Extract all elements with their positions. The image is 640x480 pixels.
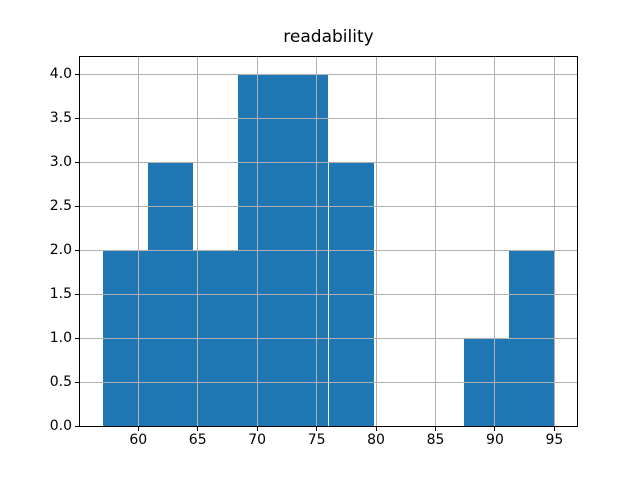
y-tick-label: 3.5 bbox=[49, 110, 72, 126]
x-tick-mark bbox=[197, 427, 199, 431]
x-tick-label: 60 bbox=[129, 432, 148, 448]
gridline-vertical bbox=[316, 57, 318, 426]
y-tick-mark bbox=[75, 161, 79, 163]
y-tick-label: 2.5 bbox=[49, 197, 72, 214]
gridline-horizontal bbox=[80, 381, 577, 383]
y-tick-mark bbox=[75, 425, 79, 427]
y-tick-label: 4.0 bbox=[49, 66, 72, 83]
x-tick-label: 90 bbox=[486, 432, 504, 448]
gridline-vertical bbox=[553, 57, 555, 426]
y-tick-label: 2.0 bbox=[49, 241, 72, 258]
gridline-vertical bbox=[256, 57, 258, 426]
y-tick-label: 1.5 bbox=[49, 285, 72, 302]
x-tick-mark bbox=[137, 427, 139, 431]
x-tick-label: 95 bbox=[545, 432, 564, 448]
y-tick-mark bbox=[75, 118, 79, 119]
gridline-vertical bbox=[494, 57, 496, 426]
y-tick-label: 0.0 bbox=[49, 417, 72, 434]
x-tick-mark bbox=[256, 427, 258, 431]
y-tick-label: 0.5 bbox=[49, 373, 72, 390]
x-tick-mark bbox=[316, 427, 318, 431]
x-tick-label: 70 bbox=[248, 432, 267, 448]
y-tick-mark bbox=[75, 74, 79, 76]
gridline-horizontal bbox=[80, 205, 577, 207]
gridline-vertical bbox=[137, 57, 139, 426]
y-tick-mark bbox=[75, 205, 79, 207]
chart-title: readability bbox=[283, 27, 374, 47]
gridline-horizontal bbox=[80, 118, 577, 119]
y-tick-label: 3.0 bbox=[49, 153, 72, 170]
y-tick-mark bbox=[75, 381, 79, 383]
x-tick-mark bbox=[494, 427, 496, 431]
gridline-vertical bbox=[375, 57, 377, 426]
x-tick-label: 75 bbox=[307, 432, 326, 448]
gridline-horizontal bbox=[80, 337, 577, 339]
gridline-vertical bbox=[197, 57, 199, 426]
gridline-horizontal bbox=[80, 74, 577, 76]
plot-area bbox=[80, 57, 577, 426]
y-tick-label: 1.0 bbox=[49, 329, 72, 346]
gridline-horizontal bbox=[80, 293, 577, 295]
x-tick-label: 65 bbox=[188, 432, 207, 448]
gridline-horizontal bbox=[80, 161, 577, 163]
y-tick-mark bbox=[75, 337, 79, 339]
x-tick-mark bbox=[375, 427, 377, 431]
x-tick-mark bbox=[435, 427, 436, 431]
gridline-horizontal bbox=[80, 425, 577, 426]
y-tick-mark bbox=[75, 249, 79, 251]
x-tick-label: 80 bbox=[367, 432, 385, 448]
y-tick-mark bbox=[75, 293, 79, 295]
x-tick-mark bbox=[553, 427, 555, 431]
gridline-vertical bbox=[435, 57, 436, 426]
gridline-horizontal bbox=[80, 249, 577, 251]
x-tick-label: 85 bbox=[426, 432, 445, 448]
